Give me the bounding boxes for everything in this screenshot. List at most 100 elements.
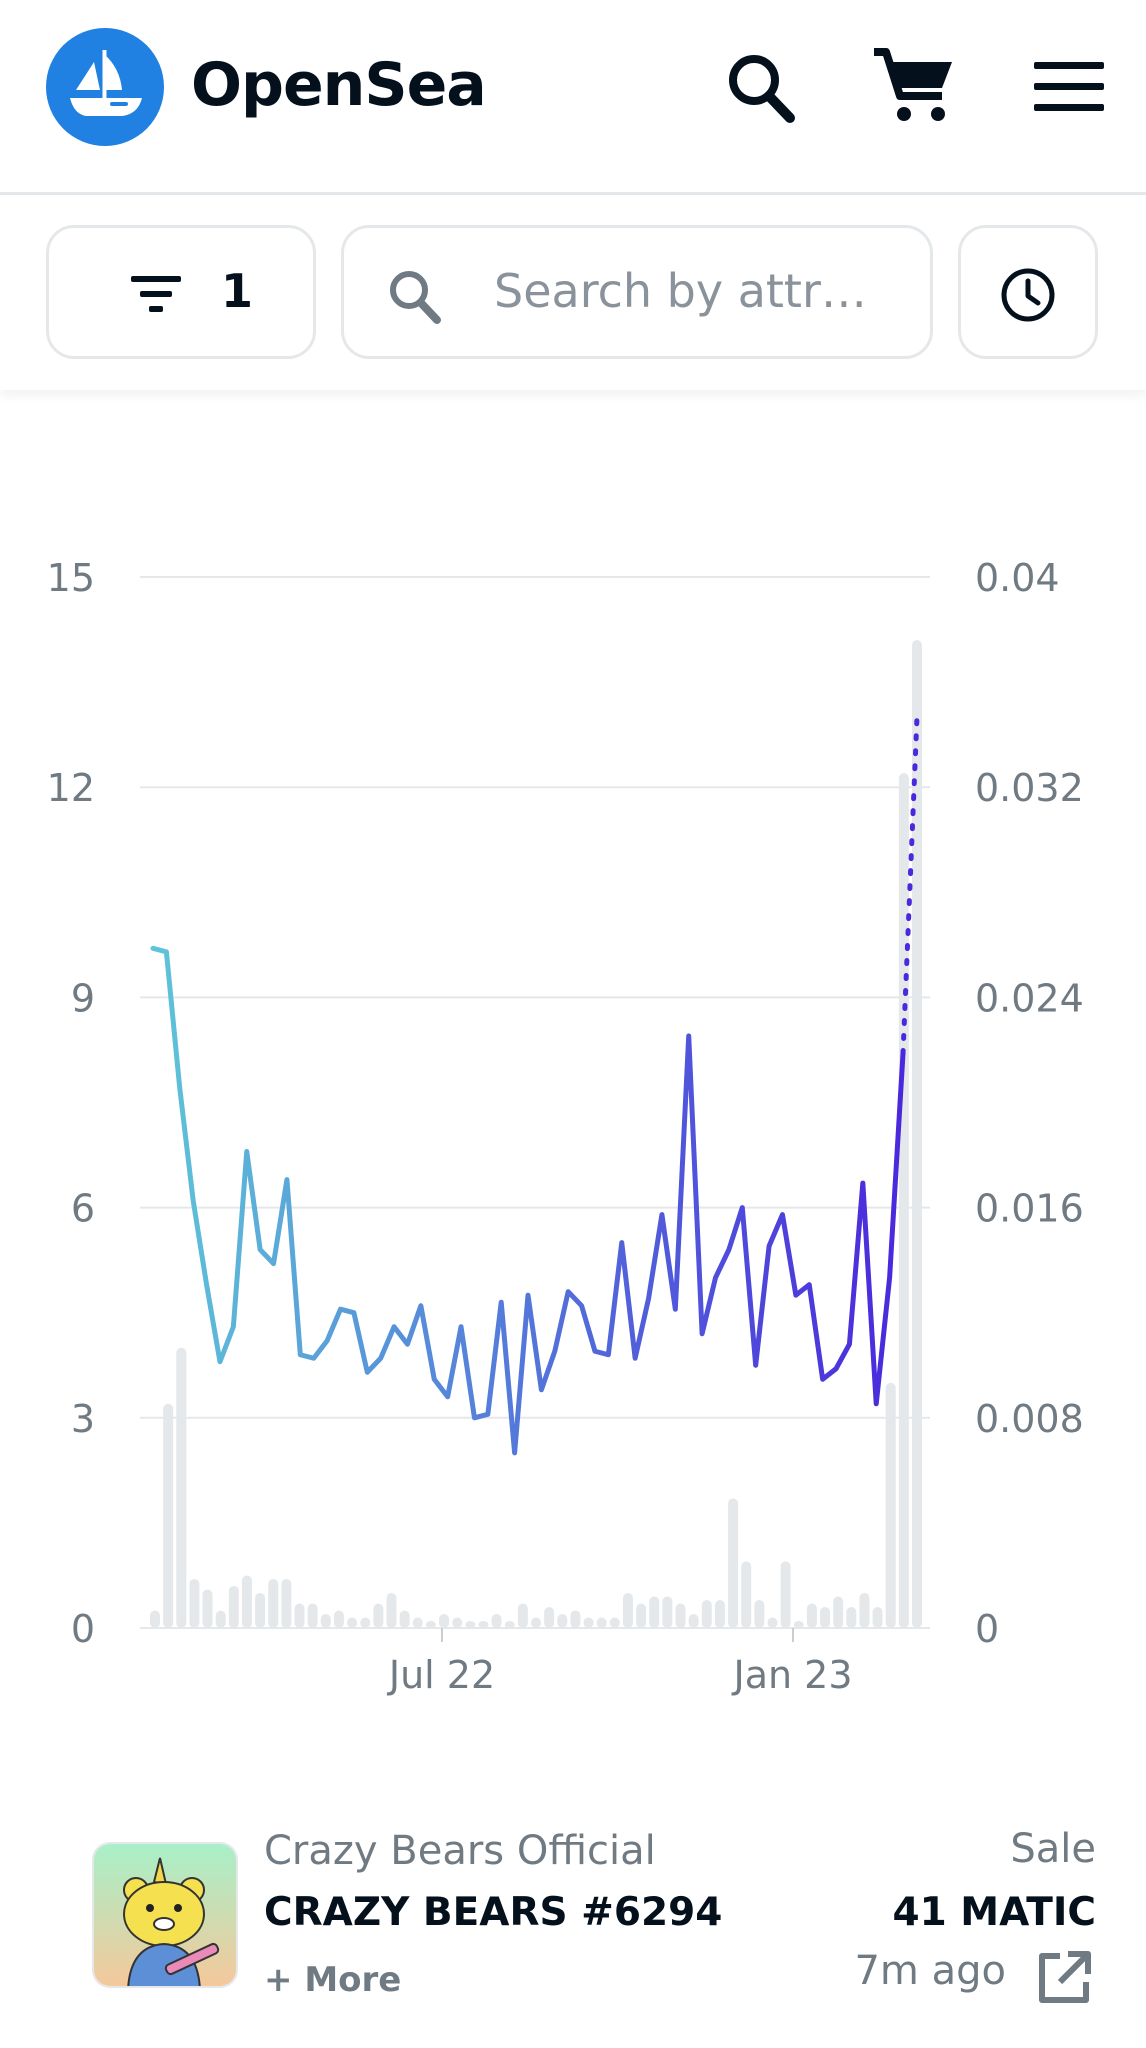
volume-bar [780,1561,791,1628]
time-range-button[interactable] [958,225,1098,359]
search-icon [390,271,441,324]
volume-bar [649,1596,660,1628]
volume-bar [465,1620,476,1628]
volume-bar [294,1603,305,1628]
volume-bar [452,1617,463,1628]
volume-bar [609,1617,620,1628]
volume-bar [281,1578,292,1628]
volume-bar [741,1561,752,1628]
price-history-chart: 0 0 3 0.008 6 0.016 9 0.024 12 0.032 15 0.04 Jul 22 J… [47,556,1084,1697]
volume-bar [268,1578,279,1628]
volume-bar [583,1617,594,1628]
y-left-tick-label: 9 [71,976,95,1020]
menu-icon[interactable] [1030,44,1110,130]
volume-bar [386,1592,397,1628]
volume-bar [333,1610,344,1628]
volume-bar [898,773,909,1628]
volume-bar [793,1620,804,1628]
y-left-tick-label: 0 [71,1607,95,1651]
timestamp: 7m ago [854,1948,1006,1994]
event-type: Sale [1010,1826,1096,1872]
volume-bar [360,1617,371,1628]
volume-bar [714,1599,725,1628]
x-tick-label: Jul 22 [387,1653,495,1697]
x-tick-label: Jan 23 [731,1653,852,1697]
volume-bar [846,1606,857,1628]
volume-bar [163,1403,174,1628]
app-name[interactable]: OpenSea [191,50,487,120]
clock-icon [1001,268,1055,322]
top-nav: OpenSea [0,0,1146,195]
volume-bar [767,1617,778,1628]
volume-bar [491,1613,502,1628]
y-right-tick-label: 0 [975,1607,999,1651]
y-left-tick-label: 15 [47,556,95,600]
collection-name[interactable]: Crazy Bears Official [264,1828,656,1874]
volume-bar [622,1592,633,1628]
more-link[interactable]: + More [264,1960,402,2000]
y-right-tick-label: 0.04 [975,556,1060,600]
volume-bar [688,1613,699,1628]
filter-icon [131,276,181,312]
volume-bar [215,1610,226,1628]
price-projection-line [900,714,920,1056]
volume-bar [504,1620,515,1628]
filter-count: 1 [221,264,254,318]
opensea-logo-icon[interactable] [46,28,164,146]
y-right-tick-label: 0.016 [975,1187,1084,1231]
volume-bar [806,1603,817,1628]
volume-bar [912,640,922,1628]
volume-bar [517,1603,528,1628]
volume-bar [255,1592,266,1628]
volume-bar [596,1617,607,1628]
volume-bar [425,1620,436,1628]
volume-bar [820,1606,831,1628]
price: 41 MATIC [892,1890,1096,1935]
item-name[interactable]: CRAZY BEARS #6294 [264,1890,723,1935]
volume-bar [439,1613,450,1628]
y-right-tick-label: 0.024 [975,976,1084,1020]
volume-bar [636,1603,647,1628]
volume-bar [701,1599,712,1628]
volume-bar [320,1613,331,1628]
volume-bar [885,1382,896,1628]
volume-bar [675,1603,686,1628]
volume-bar [570,1610,581,1628]
filter-button[interactable]: 1 [46,225,316,359]
y-right-tick-label: 0.008 [975,1397,1084,1441]
volume-bar [557,1613,568,1628]
nft-thumbnail[interactable] [92,1842,238,1988]
filter-toolbar: 1 [0,195,1146,390]
volume-bar [859,1592,870,1628]
volume-bar [478,1620,489,1628]
search-icon[interactable] [722,44,802,130]
volume-bar [399,1610,410,1628]
volume-bar [228,1585,239,1628]
volume-bar [662,1596,673,1628]
search-field[interactable] [341,225,933,359]
y-left-tick-label: 6 [71,1187,95,1231]
volume-bar [531,1617,541,1628]
volume-bar [202,1589,213,1628]
activity-list-item[interactable]: Crazy Bears Official CRAZY BEARS #6294 +… [0,1810,1146,2010]
volume-bar [307,1603,318,1628]
volume-bar [872,1606,883,1628]
volume-bar [241,1575,252,1628]
y-right-tick-label: 0.032 [975,766,1084,810]
volume-bar [412,1617,423,1628]
volume-bar [833,1596,844,1628]
volume-bar [189,1578,200,1628]
volume-bar [728,1498,739,1628]
volume-bar [373,1603,384,1628]
y-left-tick-label: 3 [71,1397,95,1441]
external-link-icon[interactable] [1034,1948,1094,2008]
volume-bar [544,1606,555,1628]
y-left-tick-label: 12 [47,766,95,810]
volume-bar [176,1347,187,1628]
search-input[interactable] [494,258,894,324]
volume-bar [754,1599,765,1628]
price-line [150,945,906,1456]
cart-icon[interactable] [870,44,952,130]
volume-bar [150,1610,160,1628]
volume-bar [347,1617,358,1628]
